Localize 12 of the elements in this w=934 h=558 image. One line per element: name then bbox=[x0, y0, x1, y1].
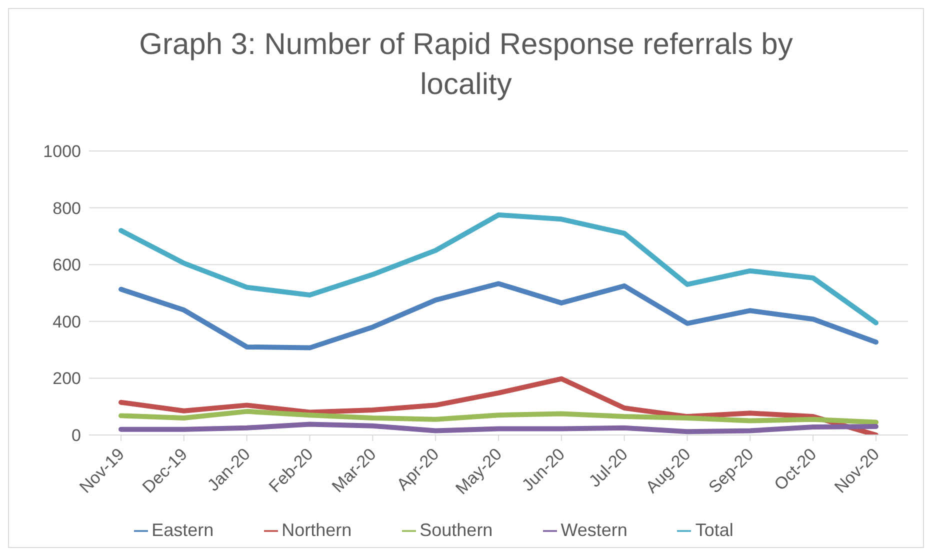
y-tick-label: 800 bbox=[52, 198, 81, 218]
legend-label: Eastern bbox=[152, 520, 214, 540]
y-tick-label: 0 bbox=[72, 426, 81, 446]
legend-label: Western bbox=[560, 520, 628, 540]
y-tick-label: 600 bbox=[52, 256, 81, 275]
legend-label: Northern bbox=[282, 520, 352, 540]
y-tick-label: 1000 bbox=[43, 142, 81, 162]
y-tick-label: 200 bbox=[52, 369, 81, 388]
legend-label: Southern bbox=[420, 520, 493, 540]
chart-title: Graph 3: Number of Rapid Response referrals by locality bbox=[138, 27, 794, 103]
y-tick-label: 400 bbox=[52, 312, 81, 332]
legend-label: Total bbox=[695, 520, 734, 540]
